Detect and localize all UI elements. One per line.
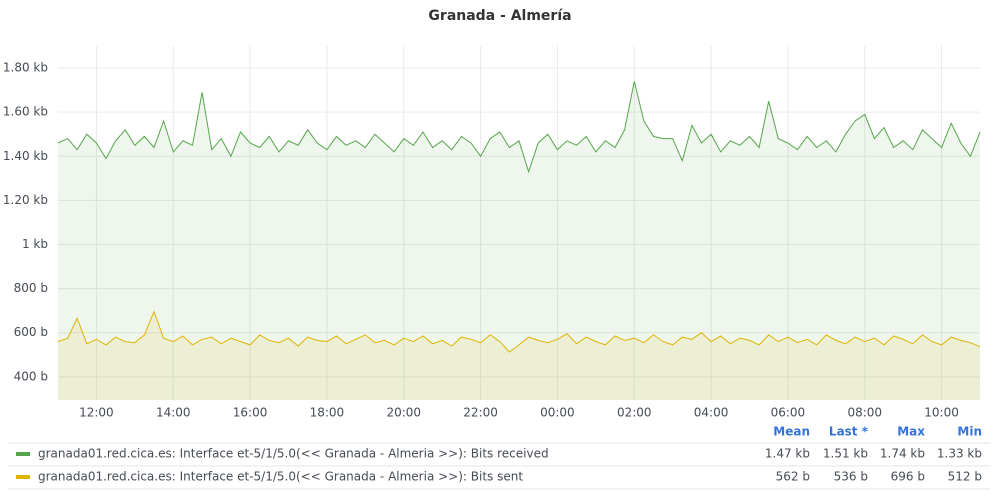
x-tick-label: 22:00 bbox=[463, 406, 498, 420]
legend-header: Min bbox=[957, 425, 982, 439]
legend-stat: 562 b bbox=[776, 470, 810, 484]
legend-stat: 1.51 kb bbox=[823, 447, 868, 461]
y-tick-label: 800 b bbox=[14, 281, 48, 295]
legend-stat: 1.47 kb bbox=[765, 447, 810, 461]
y-tick-label: 1.80 kb bbox=[3, 61, 48, 75]
legend-label: granada01.red.cica.es: Interface et-5/1/… bbox=[38, 470, 523, 484]
x-tick-label: 06:00 bbox=[771, 406, 806, 420]
series-area bbox=[58, 311, 980, 400]
legend-stat: 1.74 kb bbox=[880, 447, 925, 461]
chart-title: Granada - Almería bbox=[428, 8, 571, 24]
x-tick-label: 20:00 bbox=[386, 406, 421, 420]
legend-stat: 512 b bbox=[948, 470, 982, 484]
x-tick-label: 14:00 bbox=[156, 406, 191, 420]
x-tick-label: 16:00 bbox=[233, 406, 268, 420]
series-line bbox=[57, 310, 981, 353]
series-area bbox=[58, 81, 980, 401]
x-tick-label: 00:00 bbox=[540, 406, 575, 420]
y-tick-label: 1.40 kb bbox=[3, 149, 48, 163]
legend-swatch bbox=[16, 475, 30, 479]
legend-header: Last * bbox=[829, 425, 869, 439]
x-tick-label: 04:00 bbox=[694, 406, 729, 420]
x-tick-label: 02:00 bbox=[617, 406, 652, 420]
y-tick-label: 1.20 kb bbox=[3, 193, 48, 207]
legend-stat: 696 b bbox=[891, 470, 925, 484]
x-tick-label: 18:00 bbox=[310, 406, 345, 420]
y-tick-label: 400 b bbox=[14, 369, 48, 383]
legend-swatch bbox=[16, 452, 30, 456]
y-tick-label: 1.60 kb bbox=[3, 105, 48, 119]
legend-stat: 536 b bbox=[834, 470, 868, 484]
y-tick-label: 600 b bbox=[14, 325, 48, 339]
legend-stat: 1.33 kb bbox=[937, 447, 982, 461]
legend-header: Mean bbox=[773, 425, 810, 439]
y-tick-label: 1 kb bbox=[22, 237, 48, 251]
series-line bbox=[57, 81, 981, 174]
x-tick-label: 08:00 bbox=[847, 406, 882, 420]
x-tick-label: 10:00 bbox=[924, 406, 959, 420]
legend-header: Max bbox=[897, 425, 925, 439]
legend-label: granada01.red.cica.es: Interface et-5/1/… bbox=[38, 447, 549, 461]
x-tick-label: 12:00 bbox=[79, 406, 114, 420]
